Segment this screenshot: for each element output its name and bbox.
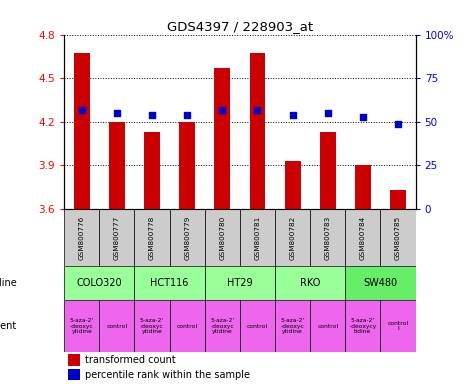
Bar [144,132,160,209]
Text: HT29: HT29 [227,278,253,288]
Bar [64,209,99,266]
Point [113,110,121,116]
Bar [64,300,99,352]
Bar [205,300,240,352]
Text: SW480: SW480 [363,278,398,288]
Text: agent: agent [0,321,17,331]
Bar [240,300,275,352]
Bar [74,53,90,209]
Bar [214,68,230,209]
Text: control: control [247,324,268,329]
Bar [67,354,80,366]
Point [289,112,296,118]
Bar [134,209,170,266]
Point [394,121,402,127]
Bar [320,132,336,209]
Bar [390,190,406,209]
Text: 5-aza-2'
-deoxyc
ytidine: 5-aza-2' -deoxyc ytidine [281,318,304,334]
Text: transformed count: transformed count [85,355,176,365]
Bar [205,209,240,266]
Bar [170,209,205,266]
Text: control: control [106,324,127,329]
Point [183,112,191,118]
Bar [67,369,80,380]
Text: RKO: RKO [300,278,320,288]
Title: GDS4397 / 228903_at: GDS4397 / 228903_at [167,20,313,33]
Text: GSM800783: GSM800783 [325,216,331,260]
Text: COLO320: COLO320 [76,278,122,288]
Bar [99,209,134,266]
Text: GSM800779: GSM800779 [184,216,190,260]
Point [218,106,226,113]
Bar [134,300,170,352]
Text: 5-aza-2'
-deoxyc
ytidine: 5-aza-2' -deoxyc ytidine [70,318,94,334]
Text: GSM800781: GSM800781 [255,216,260,260]
Bar [240,209,275,266]
Bar [355,166,371,209]
Bar [109,122,125,209]
Text: GSM800776: GSM800776 [79,216,85,260]
Bar [99,300,134,352]
Text: GSM800778: GSM800778 [149,216,155,260]
Point [78,106,86,113]
Bar [380,209,416,266]
Text: control: control [177,324,198,329]
Bar [345,300,380,352]
Text: GSM800780: GSM800780 [219,216,225,260]
Text: GSM800777: GSM800777 [114,216,120,260]
Point [254,106,261,113]
Point [359,114,367,120]
Bar [64,266,134,300]
Point [324,110,332,116]
Bar [310,209,345,266]
Text: control: control [317,324,338,329]
Bar [134,266,205,300]
Bar [285,161,301,209]
Text: cell line: cell line [0,278,17,288]
Text: GSM800782: GSM800782 [290,216,295,260]
Bar [275,266,345,300]
Text: 5-aza-2'
-deoxyc
ytidine: 5-aza-2' -deoxyc ytidine [210,318,234,334]
Bar [205,266,275,300]
Text: GSM800784: GSM800784 [360,216,366,260]
Bar [275,209,310,266]
Bar [380,300,416,352]
Bar [275,300,310,352]
Bar [249,53,266,209]
Bar [345,209,380,266]
Point [148,112,156,118]
Bar [170,300,205,352]
Text: control
l: control l [388,321,408,331]
Text: GSM800785: GSM800785 [395,216,401,260]
Bar [345,266,416,300]
Text: 5-aza-2'
-deoxyc
ytidine: 5-aza-2' -deoxyc ytidine [140,318,164,334]
Text: percentile rank within the sample: percentile rank within the sample [85,369,250,379]
Text: 5-aza-2'
-deoxycy
tidine: 5-aza-2' -deoxycy tidine [349,318,377,334]
Bar [310,300,345,352]
Text: HCT116: HCT116 [151,278,189,288]
Bar [179,122,195,209]
